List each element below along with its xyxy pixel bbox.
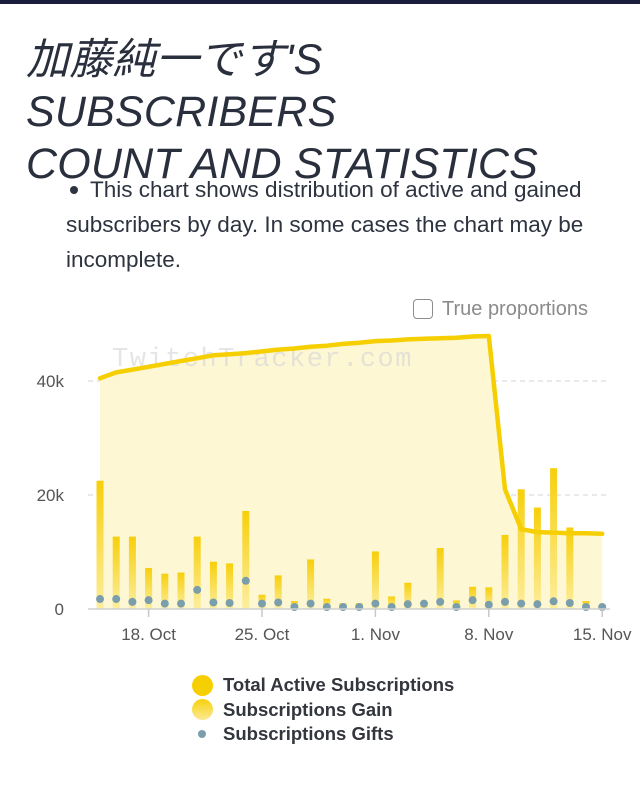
active-line xyxy=(97,333,605,537)
gain-bar xyxy=(161,573,169,609)
gain-bar xyxy=(209,561,217,609)
legend-gifts-label: Subscriptions Gifts xyxy=(223,723,394,745)
gift-dot xyxy=(128,597,137,606)
active-area-fill xyxy=(100,336,603,609)
gift-dot xyxy=(290,603,299,611)
gain-bar xyxy=(128,536,136,609)
gain-bar xyxy=(307,559,315,609)
gift-dot xyxy=(322,603,331,611)
gift-dot xyxy=(160,599,169,608)
page-title-line-2: COUNT AND STATISTICS xyxy=(26,140,539,188)
gain-bar xyxy=(112,536,120,609)
legend-item-gain[interactable]: Subscriptions Gain xyxy=(190,698,454,723)
page-title-line-1: 加藤純一です'S SUBSCRIBERS xyxy=(26,36,337,136)
gift-dot xyxy=(306,599,315,608)
gift-dot xyxy=(258,599,266,608)
gift-dot xyxy=(484,600,493,609)
gift-dot xyxy=(355,603,364,611)
gain-bar xyxy=(436,548,444,609)
legend-item-active[interactable]: Total Active Subscriptions xyxy=(190,673,454,698)
gift-dot xyxy=(582,603,590,611)
page-title: 加藤純一です'S SUBSCRIBERS COUNT AND STATISTIC… xyxy=(26,34,626,190)
gift-dot xyxy=(193,585,202,594)
legend-gain-label: Subscriptions Gain xyxy=(223,698,393,720)
gift-dot xyxy=(468,596,477,605)
x-tick-label: 8. Nov xyxy=(464,625,514,644)
gift-dot xyxy=(517,599,526,608)
legend-gain-icon xyxy=(191,699,213,721)
true-proportions-toggle[interactable]: True proportions xyxy=(413,295,588,323)
gift-dot xyxy=(387,603,396,611)
y-tick-label: 20k xyxy=(37,486,65,505)
gift-dot xyxy=(501,597,509,606)
chart-legend: Total Active Subscriptions Subscriptions… xyxy=(190,673,454,747)
gift-dot xyxy=(452,603,461,611)
true-proportions-label: True proportions xyxy=(442,297,588,320)
gift-dot xyxy=(225,599,234,608)
gift-dot xyxy=(420,599,428,608)
gain-bar xyxy=(145,567,153,609)
gift-dot xyxy=(144,596,153,605)
gift-dot xyxy=(241,576,250,585)
gain-bar xyxy=(177,572,185,609)
legend-gifts-icon xyxy=(198,730,206,739)
gift-dot xyxy=(209,598,218,607)
x-tick-label: 18. Oct xyxy=(121,625,176,644)
x-tick-label: 1. Nov xyxy=(351,625,401,644)
gain-bar xyxy=(517,489,525,609)
x-tick-label: 15. Nov xyxy=(573,625,632,644)
gain-bar xyxy=(550,468,558,609)
gain-bar xyxy=(242,510,250,609)
gain-bar xyxy=(193,536,201,609)
y-tick-label: 40k xyxy=(37,372,65,391)
gift-dot xyxy=(403,600,412,609)
gain-bar xyxy=(533,507,541,609)
gain-bar xyxy=(404,582,412,609)
gift-dot xyxy=(533,600,542,609)
active-series-line xyxy=(97,333,605,537)
gain-bar xyxy=(501,534,509,609)
gift-dot xyxy=(339,603,347,611)
legend-active-label: Total Active Subscriptions xyxy=(223,674,455,696)
checkbox-icon[interactable] xyxy=(413,299,433,319)
axes: 0 20k 40k 18. Oct 25. Oct 1. Nov 8. Nov 15. Nov xyxy=(37,372,632,644)
gain-bar xyxy=(388,596,396,609)
legend-item-gifts[interactable]: Subscriptions Gifts xyxy=(190,722,454,747)
chart-description: This chart shows distribution of active … xyxy=(66,177,584,272)
active-area xyxy=(100,336,603,609)
x-tick-label: 25. Oct xyxy=(235,625,290,644)
gift-dot xyxy=(177,599,185,608)
gift-dot xyxy=(112,595,121,604)
y-tick-label: 0 xyxy=(55,600,64,619)
gift-dot xyxy=(565,599,574,608)
gift-dot xyxy=(274,598,283,607)
gift-dot xyxy=(371,599,380,608)
legend-active-icon xyxy=(191,674,213,696)
gift-dot xyxy=(549,597,558,606)
top-bar xyxy=(0,0,640,4)
gain-bar xyxy=(485,587,493,609)
gain-bar xyxy=(96,480,104,609)
gift-dot xyxy=(96,595,104,604)
gain-bar xyxy=(226,563,234,609)
gain-bar xyxy=(371,551,379,609)
bullet-dot-icon xyxy=(70,186,78,194)
gain-bar xyxy=(274,575,282,609)
gain-bar xyxy=(566,527,574,609)
gift-dot xyxy=(436,597,445,606)
